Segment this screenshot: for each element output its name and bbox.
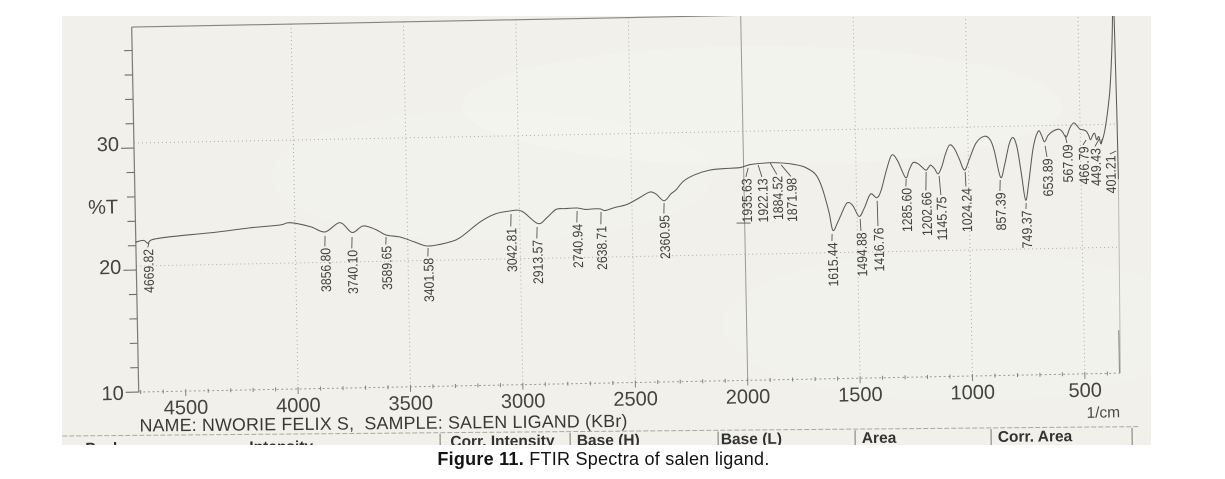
- svg-text:3401.58: 3401.58: [420, 258, 437, 302]
- svg-text:4000: 4000: [276, 395, 321, 418]
- svg-text:1416.76: 1416.76: [870, 227, 887, 271]
- svg-text:4500: 4500: [164, 397, 209, 420]
- svg-text:1/cm: 1/cm: [1086, 404, 1120, 422]
- svg-text:500: 500: [1068, 380, 1102, 403]
- svg-text:1935.63: 1935.63: [738, 178, 755, 222]
- svg-text:Intensity: Intensity: [249, 439, 313, 445]
- svg-text:1884.52: 1884.52: [769, 176, 786, 220]
- svg-text:1145.75: 1145.75: [933, 196, 950, 240]
- svg-text:857.39: 857.39: [992, 192, 1009, 230]
- svg-text:567.09: 567.09: [1059, 144, 1076, 182]
- svg-text:1922.13: 1922.13: [754, 178, 771, 222]
- svg-text:3500: 3500: [388, 392, 433, 415]
- svg-text:Area: Area: [862, 430, 897, 445]
- svg-text:Corr. Intensity: Corr. Intensity: [450, 433, 555, 445]
- svg-text:%T: %T: [88, 196, 118, 219]
- svg-text:Base (H): Base (H): [577, 432, 640, 445]
- svg-text:2913.57: 2913.57: [529, 240, 546, 284]
- svg-text:20: 20: [99, 257, 122, 279]
- svg-text:2360.95: 2360.95: [656, 215, 673, 259]
- svg-text:2500: 2500: [613, 388, 658, 411]
- svg-text:Base (L): Base (L): [721, 431, 782, 445]
- svg-text:749.37: 749.37: [1018, 210, 1035, 248]
- svg-text:1024.24: 1024.24: [958, 188, 975, 232]
- svg-text:10: 10: [101, 383, 124, 405]
- svg-text:Corr. Area: Corr. Area: [998, 428, 1073, 445]
- svg-text:1615.44: 1615.44: [824, 242, 841, 286]
- svg-text:1202.66: 1202.66: [918, 192, 935, 236]
- svg-text:1500: 1500: [838, 384, 883, 407]
- svg-text:2000: 2000: [726, 386, 771, 409]
- svg-text:4669.82: 4669.82: [140, 249, 157, 293]
- svg-text:1871.98: 1871.98: [783, 178, 800, 222]
- svg-text:2638.71: 2638.71: [593, 226, 610, 270]
- svg-text:30: 30: [97, 134, 120, 156]
- svg-text:2740.94: 2740.94: [569, 224, 586, 268]
- svg-text:466.79: 466.79: [1075, 146, 1092, 184]
- svg-text:401.21: 401.21: [1102, 155, 1119, 193]
- svg-text:3042.81: 3042.81: [503, 228, 520, 272]
- svg-text:3000: 3000: [501, 390, 546, 413]
- svg-text:3740.10: 3740.10: [344, 250, 361, 294]
- svg-text:1285.60: 1285.60: [898, 188, 915, 232]
- svg-text:653.89: 653.89: [1039, 158, 1056, 196]
- svg-text:3589.65: 3589.65: [378, 246, 395, 290]
- svg-text:1000: 1000: [950, 382, 995, 405]
- svg-text:Peak: Peak: [85, 440, 122, 445]
- svg-text:3856.80: 3856.80: [317, 248, 334, 292]
- svg-text:1494.88: 1494.88: [853, 232, 870, 276]
- svg-text:449.43: 449.43: [1087, 148, 1104, 186]
